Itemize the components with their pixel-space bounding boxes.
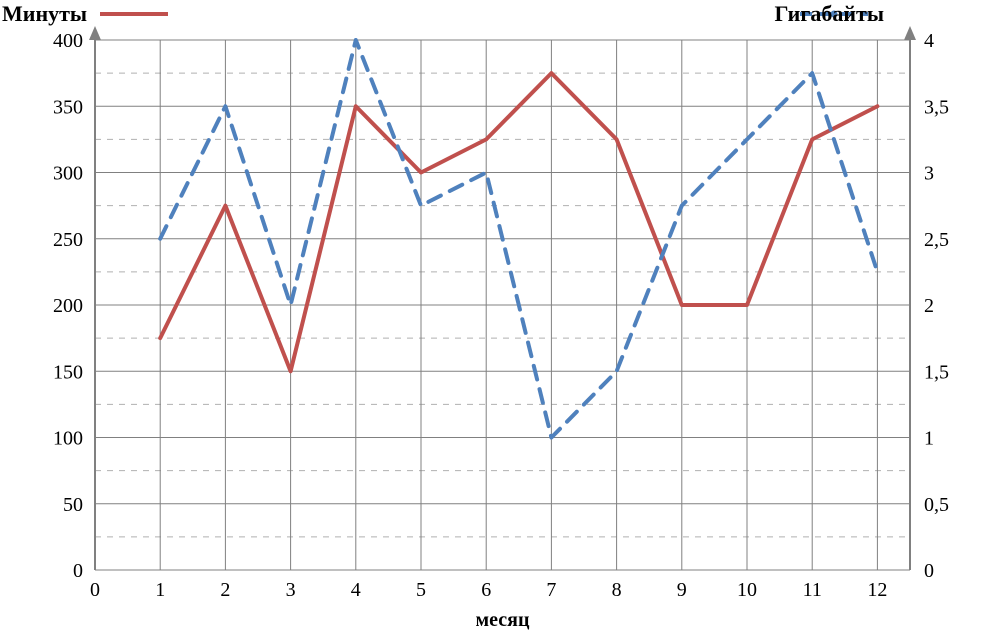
x-tick-label: 6 xyxy=(481,579,491,601)
x-tick-label: 5 xyxy=(416,579,426,601)
y-right-tick-label: 3 xyxy=(924,163,934,185)
x-tick-label: 0 xyxy=(90,579,100,601)
y-left-tick-label: 0 xyxy=(73,560,83,582)
y-right-tick-label: 2 xyxy=(924,295,934,317)
legend-label-gigabytes: Гигабайты xyxy=(775,1,884,26)
y-left-tick-label: 250 xyxy=(53,229,83,251)
y-right-tick-label: 2,5 xyxy=(924,229,949,251)
y-left-tick-label: 50 xyxy=(63,494,83,516)
x-axis-label: месяц xyxy=(476,609,530,631)
x-tick-label: 3 xyxy=(286,579,296,601)
y-right-tick-label: 0 xyxy=(924,560,934,582)
y-right-tick-label: 4 xyxy=(924,30,934,52)
y-left-tick-label: 150 xyxy=(53,361,83,383)
x-tick-label: 4 xyxy=(351,579,361,601)
x-tick-label: 10 xyxy=(737,579,757,601)
y-left-tick-label: 350 xyxy=(53,96,83,118)
x-tick-label: 12 xyxy=(867,579,887,601)
y-right-tick-label: 0,5 xyxy=(924,494,949,516)
x-tick-label: 11 xyxy=(803,579,822,601)
y-right-tick-label: 3,5 xyxy=(924,96,949,118)
chart-svg: 05010015020025030035040000,511,522,533,5… xyxy=(0,0,986,641)
legend-label-minutes: Минуты xyxy=(2,1,87,26)
x-tick-label: 1 xyxy=(155,579,165,601)
x-tick-label: 7 xyxy=(546,579,556,601)
y-left-tick-label: 300 xyxy=(53,163,83,185)
usage-chart: 05010015020025030035040000,511,522,533,5… xyxy=(0,0,986,641)
x-tick-label: 2 xyxy=(220,579,230,601)
x-tick-label: 8 xyxy=(612,579,622,601)
y-left-tick-label: 400 xyxy=(53,30,83,52)
y-left-tick-label: 200 xyxy=(53,295,83,317)
x-tick-label: 9 xyxy=(677,579,687,601)
y-right-tick-label: 1,5 xyxy=(924,361,949,383)
y-left-tick-label: 100 xyxy=(53,428,83,450)
y-right-tick-label: 1 xyxy=(924,428,934,450)
